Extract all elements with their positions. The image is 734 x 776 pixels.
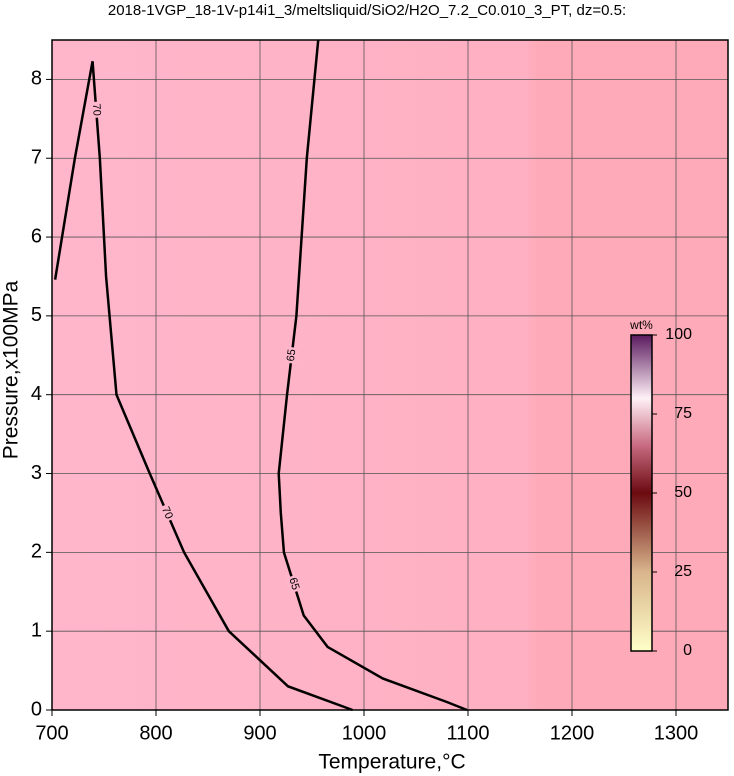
y-tick-label: 6 xyxy=(31,225,42,247)
contour-line xyxy=(53,61,353,712)
y-tick-label: 3 xyxy=(31,462,42,484)
contour-label-bg xyxy=(285,574,302,594)
contour-label-bg xyxy=(158,503,176,523)
y-tick-label: 5 xyxy=(31,304,42,326)
y-tick-label: 4 xyxy=(31,383,42,405)
y-tick-label: 8 xyxy=(31,68,42,90)
contour-line xyxy=(277,39,468,712)
contour-label: 70 xyxy=(90,103,103,116)
x-tick-label: 1100 xyxy=(446,722,489,744)
colorbar xyxy=(630,334,653,652)
colorbar-tick-label: 50 xyxy=(674,484,692,501)
y-tick-label: 0 xyxy=(31,698,42,720)
colorbar-tick-label: 25 xyxy=(674,563,692,580)
contour-label-bg xyxy=(284,346,299,364)
y-tick-label: 7 xyxy=(31,147,42,169)
x-tick-label: 900 xyxy=(243,722,276,744)
colorbar-tick-label: 75 xyxy=(674,405,692,422)
y-tick-label: 1 xyxy=(31,619,42,641)
contour-label-bg xyxy=(89,101,103,119)
x-axis-label: Temperature,°C xyxy=(318,751,465,774)
colorbar-tick-label: 100 xyxy=(665,326,692,343)
x-tick-label: 1000 xyxy=(342,722,387,744)
y-tick-label: 2 xyxy=(31,541,42,563)
x-tick-label: 700 xyxy=(35,722,68,744)
contour-label: 70 xyxy=(159,505,175,521)
plot-background xyxy=(52,40,728,710)
colorbar-label: wt% xyxy=(629,318,653,332)
x-tick-label: 800 xyxy=(139,722,172,744)
contour-label: 65 xyxy=(285,348,298,362)
contour-label: 65 xyxy=(286,576,301,591)
chart-title: 2018-1VGP_18-1V-p14i1_3/meltsliquid/SiO2… xyxy=(108,2,626,19)
y-axis-label: Pressure,x100MPa xyxy=(0,280,23,459)
plot-frame xyxy=(51,39,729,711)
x-tick-label: 1200 xyxy=(550,722,595,744)
x-tick-label: 1300 xyxy=(654,722,699,744)
colorbar-tick-label: 0 xyxy=(683,642,692,659)
